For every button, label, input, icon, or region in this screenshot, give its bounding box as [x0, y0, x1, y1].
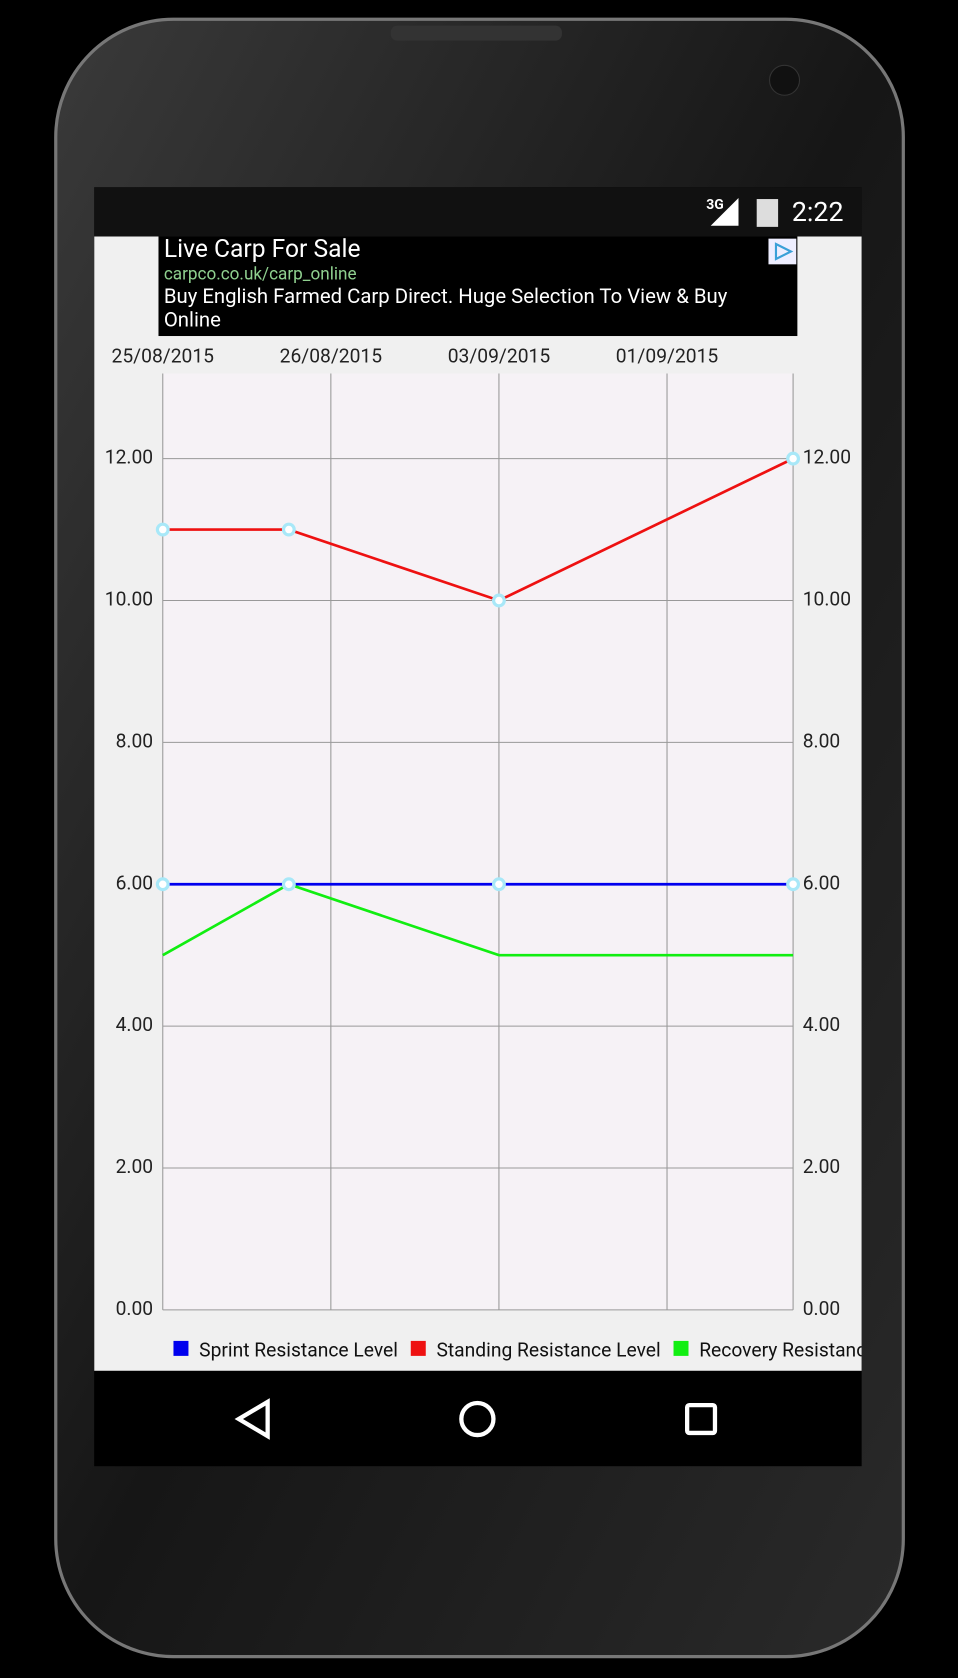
y-tick-label: 6.00	[116, 871, 154, 894]
y2-tick-label: 2.00	[803, 1155, 841, 1178]
back-button[interactable]	[234, 1398, 270, 1440]
chart: 0.00 0.00 2.00 2.00 4.00 4.00 6.00 6.00 8.00 8.00…	[105, 345, 926, 1362]
ad-text[interactable]: Online	[164, 307, 221, 331]
data-point	[491, 593, 506, 608]
ad-banner[interactable]	[158, 236, 798, 337]
y-tick-label: 2.00	[116, 1155, 154, 1178]
series-line	[162, 882, 794, 957]
y2-tick-label: 6.00	[803, 871, 841, 894]
ad-text[interactable]: Buy English Farmed Carp Direct. Huge Sel…	[164, 284, 728, 308]
y-tick-label: 12.00	[105, 446, 153, 469]
y2-tick-label: 8.00	[803, 729, 841, 752]
camera	[769, 64, 801, 96]
x-tick-label: 26/08/2015	[280, 345, 383, 368]
y2-tick-label: 12.00	[803, 446, 851, 469]
data-point	[491, 877, 506, 892]
series-line	[162, 457, 794, 602]
legend-swatch	[673, 1340, 689, 1356]
legend-label: Standing Resistance Level	[436, 1339, 660, 1362]
y-tick-label: 4.00	[116, 1013, 154, 1036]
clock: 2:22	[792, 196, 844, 228]
data-point	[155, 877, 170, 892]
data-point	[786, 877, 801, 892]
y2-tick-label: 0.00	[803, 1297, 841, 1320]
data-point	[281, 522, 296, 537]
data-point	[155, 522, 170, 537]
ad-choices-arrow	[774, 242, 794, 261]
speaker	[390, 25, 562, 41]
network-type: 3G	[706, 197, 723, 213]
status-bar	[94, 187, 862, 237]
y-tick-label: 8.00	[116, 729, 154, 752]
recents-button[interactable]	[685, 1402, 718, 1436]
nav-bar	[94, 1370, 862, 1467]
legend-label: Recovery Resistance Level	[699, 1339, 926, 1362]
home-button[interactable]	[459, 1400, 496, 1438]
y-tick-label: 10.00	[105, 588, 153, 611]
signal-icon	[710, 197, 739, 226]
ad-url[interactable]: carpco.co.uk/carp_online	[164, 265, 357, 285]
plot-area	[162, 373, 794, 1310]
y2-tick-label: 10.00	[803, 588, 851, 611]
legend-label: Sprint Resistance Level	[199, 1339, 398, 1362]
legend-swatch	[410, 1340, 426, 1356]
legend-swatch	[173, 1340, 189, 1356]
battery-icon	[756, 199, 779, 227]
y2-tick-label: 4.00	[803, 1013, 841, 1036]
data-point	[281, 877, 296, 892]
ad-title[interactable]: Live Carp For Sale	[164, 235, 361, 264]
x-tick-label: 25/08/2015	[112, 345, 215, 368]
x-tick-label: 01/09/2015	[616, 345, 719, 368]
x-tick-label: 03/09/2015	[448, 345, 551, 368]
data-point	[786, 451, 801, 466]
y-tick-label: 0.00	[116, 1297, 154, 1320]
